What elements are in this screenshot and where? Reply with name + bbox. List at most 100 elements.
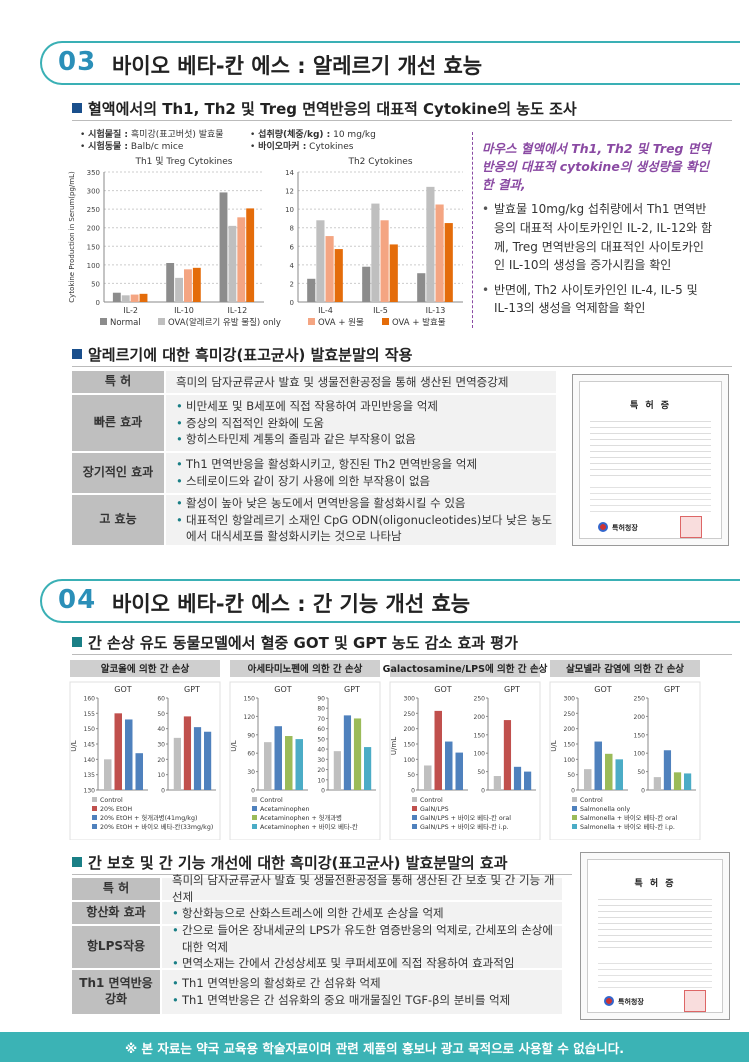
bar [653, 777, 661, 790]
x-tick-label: IL-12 [227, 306, 247, 315]
table-row-content: 간으로 들어온 장내세균의 LPS가 유도한 염증반응의 억제로, 간세포의 손… [162, 922, 562, 972]
legend-swatch [412, 806, 417, 811]
divider [72, 366, 732, 367]
bar [192, 267, 201, 302]
y-tick-label: 90 [317, 696, 325, 703]
legend-label: Acetaminophen + 바이오 베타-칸 [260, 822, 358, 831]
legend-label: Normal [110, 318, 141, 328]
bar [112, 292, 121, 302]
liver-chart-group: 알코올에 의한 간 손상 GOT 130 135 140 145 150 155 160 U/L G… [69, 660, 701, 840]
table-row-header: 항LPS작용 [72, 926, 160, 968]
y-tick-label: 10 [317, 777, 325, 784]
legend-swatch [92, 815, 97, 820]
bar [524, 771, 532, 790]
y-tick-label: 200 [634, 714, 646, 721]
bar [434, 710, 442, 790]
section-number: 03 [58, 47, 97, 77]
legend-label: Control [580, 797, 603, 804]
chart-group-tag [550, 660, 700, 677]
y-tick-label: 300 [87, 188, 100, 196]
legend-swatch [572, 797, 577, 802]
table-bullet: Th1 면역반응의 활성화로 간 섬유화 억제 [172, 975, 510, 992]
y-tick-label: 6 [290, 243, 295, 251]
cytokine-charts: Th1 및 Treg Cytokines05010015020025030035… [68, 155, 463, 328]
y-tick-label: 200 [474, 714, 486, 721]
table-bullet: 대표적인 항알레르기 소재인 CpG ODN(oligonucleotides)… [176, 512, 556, 545]
bar [353, 718, 362, 790]
y-tick-label: 4 [290, 262, 295, 270]
table-cell-text: 흑미의 담자균류균사 발효 및 생물전환공정을 통해 생산된 간 보호 및 간 … [172, 873, 555, 904]
y-tick-label: 350 [87, 169, 100, 177]
chart-title: GPT [184, 685, 200, 694]
y-tick-label: 100 [634, 751, 646, 758]
patent-certificate-image: 특 허 증 특허청장 [572, 374, 729, 546]
y-tick-label: 150 [634, 732, 646, 739]
legend-label: GalN/LPS [420, 806, 449, 813]
y-tick-label: 150 [84, 726, 96, 733]
table-row-header: Th1 면역반응 강화 [72, 970, 160, 1014]
section-04-header: 04 바이오 베타-칸 에스 : 간 기능 개선 효능 [40, 579, 740, 623]
bar [673, 772, 682, 790]
side-bullet: 반면에, Th2 사이토카인인 IL-4, IL-5 및 IL-13의 생성을 … [482, 281, 714, 318]
cytokine-legend: Normal OVA(알레르기 유발 물질) only OVA + 원물 OVA + … [100, 317, 446, 328]
bar [615, 759, 623, 790]
table-cell-text: 흑미의 담자균류균사 발효 및 생물전환공정을 통해 생산된 면역증강제 [176, 374, 509, 389]
bar [183, 716, 192, 790]
side-summary: 마우스 혈액에서 Th1, Th2 및 Treg 면역 반응의 대표적 cyto… [482, 140, 714, 318]
subheading-text: 혈액에서의 Th1, Th2 및 Treg 면역반응의 대표적 Cytokine… [88, 100, 577, 118]
section-number: 04 [58, 585, 97, 615]
legend-swatch [252, 797, 257, 802]
table-row-header: 고 효능 [72, 495, 164, 545]
y-tick-label: 10 [157, 772, 165, 779]
legend-swatch [412, 815, 417, 820]
y-tick-label: 0 [321, 788, 325, 795]
chart-group-tag [230, 660, 380, 677]
chart-group-frame [389, 681, 541, 840]
bar [362, 266, 371, 302]
table-bullet: 항히스타민제 계통의 졸림과 같은 부작용이 없음 [176, 431, 438, 448]
bar [175, 277, 183, 302]
table-row-content: 비만세포 및 B세포에 직접 작용하여 과민반응을 억제증상의 직접적인 완화에… [166, 395, 556, 451]
y-tick-label: 250 [634, 696, 646, 703]
section-03-header: 03 바이오 베타-칸 에스 : 알레르기 개선 효능 [40, 41, 740, 85]
patent-office-name: 특허청장 [618, 998, 644, 1006]
meta-test-material: • 시험물질 : 흑미강(표고버섯) 발효물 [80, 130, 224, 140]
bar [389, 244, 398, 302]
dashed-divider [472, 132, 473, 328]
y-tick-label: 60 [157, 696, 165, 703]
bar [371, 203, 380, 302]
chart-title: GOT [274, 685, 291, 694]
legend-swatch [158, 318, 165, 325]
chart-group-tag [390, 660, 540, 677]
chart-group-frame [229, 681, 381, 840]
divider [72, 874, 572, 875]
table-bullet: 항산화능으로 산화스트레스에 의한 간세포 손상을 억제 [172, 905, 444, 922]
legend-label: OVA + 발효물 [392, 317, 446, 328]
y-tick-label: 50 [157, 711, 165, 718]
bar [663, 750, 672, 790]
patent-text-lines [590, 416, 711, 476]
table-bullet: 증상의 직접적인 완화에 도움 [176, 415, 438, 432]
table-row-header: 특 허 [72, 371, 164, 393]
legend-label: Control [100, 797, 123, 804]
y-tick-label: 160 [84, 696, 96, 703]
bar [166, 263, 175, 302]
legend-label: Acetaminophen [260, 806, 309, 813]
side-lead-text: 마우스 혈액에서 Th1, Th2 및 Treg 면역 반응의 대표적 cyto… [482, 141, 711, 193]
y-tick-label: 300 [564, 696, 576, 703]
chart-title: GOT [114, 685, 131, 694]
legend-swatch [92, 824, 97, 829]
table-bullet: 스테로이드와 같이 장기 사용에 의한 부작용이 없음 [176, 473, 477, 490]
x-tick-label: IL-5 [373, 306, 388, 315]
y-tick-label: 120 [244, 714, 256, 721]
patent-seal-icon [680, 516, 702, 538]
y-tick-label: 14 [285, 169, 294, 177]
bar [503, 720, 512, 790]
chart-group-title: Galactosamine/LPS에 의한 간 손상 [383, 663, 548, 675]
bar [493, 776, 501, 790]
legend-label: Control [260, 797, 283, 804]
legend-swatch [308, 318, 315, 325]
bar [444, 223, 453, 302]
table-row-header: 빠른 효과 [72, 395, 164, 451]
table-row-content: 흑미의 담자균류균사 발효 및 생물전환공정을 통해 생산된 간 보호 및 간 … [162, 873, 562, 904]
